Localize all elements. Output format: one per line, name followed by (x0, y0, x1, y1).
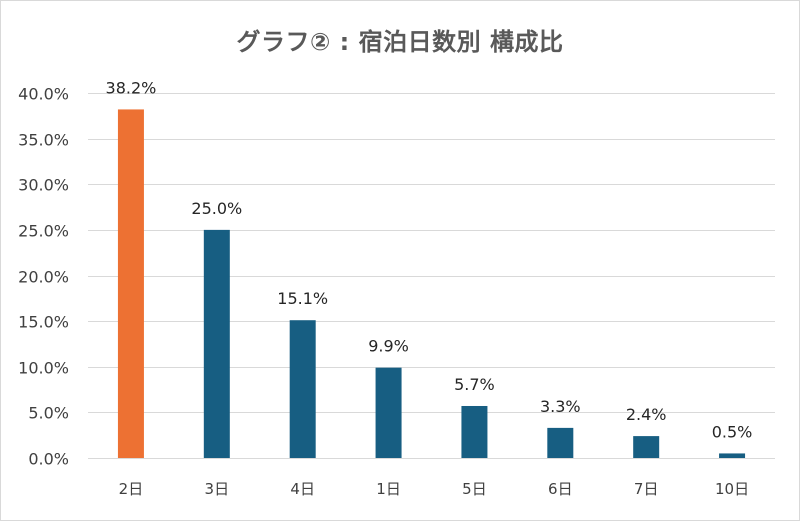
bars (117, 109, 746, 459)
x-tick-label: 3日 (205, 480, 230, 498)
data-label: 25.0% (191, 199, 242, 218)
data-label: 38.2% (106, 78, 157, 97)
bar-3日 (203, 229, 230, 458)
bar-2日 (117, 109, 144, 459)
x-tick-label: 1日 (376, 480, 401, 498)
x-axis-tick-labels: 2日 3日 4日 1日 5日 6日 7日 10日 (119, 480, 749, 498)
y-tick-label: 5.0% (28, 404, 69, 423)
x-tick-label: 5日 (462, 480, 487, 498)
bar-1日 (375, 367, 402, 458)
bar-5日 (461, 405, 488, 458)
y-tick-label: 35.0% (18, 131, 69, 150)
y-tick-label: 15.0% (18, 313, 69, 332)
data-label: 9.9% (368, 337, 409, 356)
bar-7日 (633, 436, 660, 458)
y-tick-label: 20.0% (18, 268, 69, 287)
x-tick-label: 10日 (715, 480, 749, 498)
gridlines (88, 93, 775, 459)
y-tick-label: 0.0% (28, 450, 69, 469)
y-axis-tick-labels: 0.0% 5.0% 10.0% 15.0% 20.0% 25.0% 30.0% 35.0% 40… (18, 85, 69, 469)
data-label: 0.5% (712, 422, 753, 441)
data-labels: 38.2% 25.0% 15.1% 9.9% 5.7% 3.3% 2.4% 0.5% (106, 78, 753, 441)
data-label: 2.4% (626, 405, 667, 424)
data-label: 3.3% (540, 397, 581, 416)
x-tick-label: 6日 (548, 480, 573, 498)
y-tick-label: 30.0% (18, 176, 69, 195)
bar-6日 (547, 427, 574, 458)
bar-4日 (289, 320, 316, 458)
bar-10日 (719, 453, 746, 458)
data-label: 5.7% (454, 375, 495, 394)
y-tick-label: 10.0% (18, 359, 69, 378)
x-tick-label: 4日 (290, 480, 315, 498)
x-tick-label: 7日 (634, 480, 659, 498)
y-tick-label: 40.0% (18, 85, 69, 104)
chart-title: グラフ② : 宿泊日数別 構成比 (236, 28, 564, 56)
x-tick-label: 2日 (119, 480, 144, 498)
y-tick-label: 25.0% (18, 222, 69, 241)
data-label: 15.1% (277, 289, 328, 308)
